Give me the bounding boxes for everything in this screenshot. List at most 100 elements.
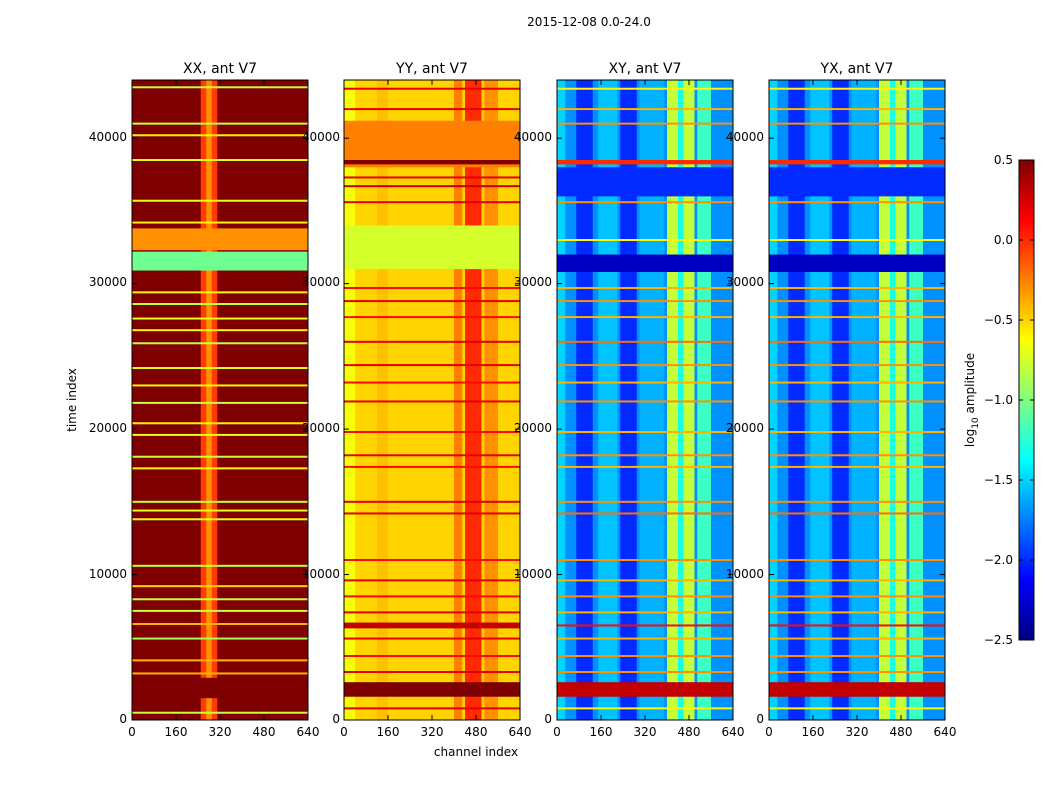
heatmap-column [454, 80, 458, 720]
ytick-label: 0 [119, 712, 127, 726]
heatmap-flag-row [557, 300, 733, 303]
heatmap-column [595, 80, 599, 720]
heatmap-column [645, 80, 649, 720]
heatmap-flag-row [769, 637, 945, 640]
heatmap-column [500, 80, 504, 720]
colorbar-label: log10 amplitude [963, 353, 981, 447]
heatmap-column [903, 80, 907, 720]
xtick-label: 320 [421, 725, 444, 739]
heatmap-band [557, 254, 733, 272]
panel-yy: YY, ant V7 0 160 320 480 640 0 10000 200… [302, 61, 532, 739]
heatmap-column [722, 80, 726, 720]
heatmap-column [473, 80, 477, 720]
heatmap-column [691, 80, 695, 720]
heatmap-column [804, 80, 808, 720]
xticks-yx: 0 160 320 480 640 [765, 725, 956, 739]
heatmap-column [914, 80, 918, 720]
ytick-label: 40000 [514, 130, 552, 144]
heatmap-column [498, 80, 502, 720]
ytick-label: 30000 [726, 275, 764, 289]
yticks-yx: 0 10000 20000 30000 40000 [726, 130, 764, 726]
heatmap-column [579, 80, 583, 720]
heatmap-column [609, 80, 613, 720]
heatmap-flag-row [557, 671, 733, 673]
heatmap-column [708, 80, 712, 720]
heatmap-flag-row [557, 287, 733, 289]
heatmap-column [269, 80, 273, 720]
heatmap-column [489, 80, 493, 720]
heatmap-column [236, 80, 240, 720]
heatmap-band [557, 160, 733, 165]
heatmap-column [258, 80, 262, 720]
heatmap-flag-row [132, 122, 308, 125]
heatmap-column [771, 80, 775, 720]
heatmap-column [200, 80, 204, 720]
heatmap-column [451, 80, 455, 720]
heatmap-column [846, 80, 850, 720]
heatmap-column [162, 80, 166, 720]
colorbar-tick-label: 0.5 [994, 153, 1013, 167]
heatmap-column [272, 80, 276, 720]
heatmap-flag-row [344, 87, 520, 90]
heatmap-column [465, 80, 469, 720]
heatmap-column [399, 80, 403, 720]
heatmap-column [140, 80, 144, 720]
heatmap-flag-row [769, 400, 945, 403]
heatmap-column [159, 80, 163, 720]
panel-title-yy: YY, ant V7 [395, 61, 468, 77]
heatmap-column [344, 80, 348, 720]
heatmap-column [214, 80, 218, 720]
heatmap-column [942, 80, 946, 720]
yticks-xy: 0 10000 20000 30000 40000 [514, 130, 552, 726]
heatmap-flag-row [132, 564, 308, 567]
heatmap-column [835, 80, 839, 720]
heatmap-flag-row [769, 201, 945, 204]
xtick-label: 480 [465, 725, 488, 739]
heatmap-column [796, 80, 800, 720]
heatmap-column [815, 80, 819, 720]
heatmap-column [901, 80, 905, 720]
heatmap-column [261, 80, 265, 720]
heatmap-column [890, 80, 894, 720]
heatmap-column [242, 80, 246, 720]
heatmap-flag-row [344, 611, 520, 614]
heatmap-column [137, 80, 141, 720]
heatmap-flag-row [769, 655, 945, 657]
heatmap-column [713, 80, 717, 720]
colorbar-label-subscript: 10 [971, 417, 981, 429]
heatmap-column [432, 80, 436, 720]
heatmap-column [658, 80, 662, 720]
heatmap-column [857, 80, 861, 720]
heatmap-band [344, 120, 520, 168]
heatmap-column [448, 80, 452, 720]
heatmap-column [305, 80, 309, 720]
heatmap-flag-row [344, 637, 520, 640]
heatmap-band [132, 677, 308, 699]
heatmap-flag-row [557, 201, 733, 204]
heatmap-column [631, 80, 635, 720]
heatmap-column [873, 80, 877, 720]
heatmap-column [824, 80, 828, 720]
heatmap-flag-row [132, 609, 308, 612]
heatmap-column [848, 80, 852, 720]
heatmap-column [192, 80, 196, 720]
heatmap-column [443, 80, 447, 720]
heatmap-column [145, 80, 149, 720]
heatmap-band [132, 228, 308, 251]
heatmap-flag-row [557, 122, 733, 125]
heatmap-column [614, 80, 618, 720]
heatmap-column [920, 80, 924, 720]
heatmap-column [639, 80, 643, 720]
heatmap-column [843, 80, 847, 720]
axes-xx [131, 79, 309, 721]
heatmap-column [802, 80, 806, 720]
heatmap-flag-row [344, 454, 520, 457]
heatmap-flag-row [132, 672, 308, 675]
heatmap-column [576, 80, 580, 720]
heatmap-column [255, 80, 259, 720]
heatmap-column [357, 80, 361, 720]
heatmap-column [780, 80, 784, 720]
heatmap-column [382, 80, 386, 720]
heatmap-column [349, 80, 353, 720]
heatmap-flag-row [344, 595, 520, 598]
